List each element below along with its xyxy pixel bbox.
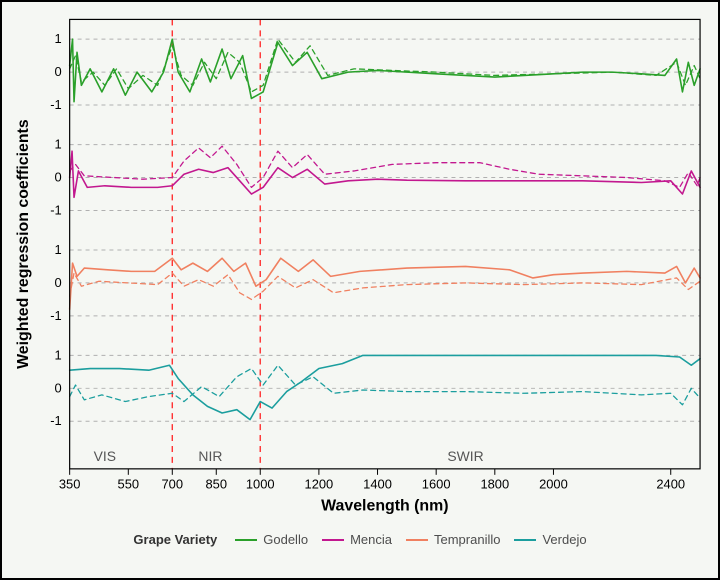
chart-svg: -1 0 1 -1 0 1 -1 0 1 -1 0 1 VIS NIR SWIR 350 550 700 850 10… (10, 8, 710, 528)
svg-text:1600: 1600 (422, 477, 451, 492)
legend-title: Grape Variety (133, 532, 217, 547)
svg-text:Weighted regression coefficien: Weighted regression coefficients (15, 119, 32, 369)
svg-text:1400: 1400 (363, 477, 392, 492)
svg-text:1: 1 (55, 31, 62, 46)
chart-frame: -1 0 1 -1 0 1 -1 0 1 -1 0 1 VIS NIR SWIR 350 550 700 850 10… (0, 0, 720, 580)
legend-swatch (235, 539, 257, 541)
svg-text:-1: -1 (50, 413, 61, 428)
svg-text:1800: 1800 (480, 477, 509, 492)
legend: Grape Variety Godello Mencia Tempranillo Ve… (10, 532, 710, 547)
svg-text:1: 1 (55, 137, 62, 152)
svg-text:0: 0 (55, 64, 62, 79)
svg-text:VIS: VIS (94, 448, 116, 464)
svg-text:-1: -1 (50, 308, 61, 323)
svg-text:Wavelength (nm): Wavelength (nm) (321, 498, 448, 515)
svg-text:0: 0 (55, 275, 62, 290)
svg-text:0: 0 (55, 380, 62, 395)
svg-text:350: 350 (59, 477, 81, 492)
legend-item: Mencia (322, 532, 392, 547)
plot-area: -1 0 1 -1 0 1 -1 0 1 -1 0 1 VIS NIR SWIR 350 550 700 850 10… (10, 8, 710, 528)
svg-text:1000: 1000 (246, 477, 275, 492)
legend-label: Godello (263, 532, 308, 547)
legend-label: Tempranillo (434, 532, 500, 547)
svg-text:2000: 2000 (539, 477, 568, 492)
svg-text:-1: -1 (50, 97, 61, 112)
legend-swatch (406, 539, 428, 541)
svg-text:2400: 2400 (656, 477, 685, 492)
svg-text:1: 1 (55, 242, 62, 257)
svg-text:-1: -1 (50, 202, 61, 217)
legend-label: Mencia (350, 532, 392, 547)
svg-text:NIR: NIR (198, 448, 222, 464)
svg-text:850: 850 (205, 477, 227, 492)
legend-item: Tempranillo (406, 532, 500, 547)
svg-text:700: 700 (162, 477, 184, 492)
svg-text:SWIR: SWIR (447, 448, 483, 464)
legend-swatch (514, 539, 536, 541)
legend-swatch (322, 539, 344, 541)
legend-label: Verdejo (542, 532, 586, 547)
legend-item: Godello (235, 532, 308, 547)
svg-text:1: 1 (55, 347, 62, 362)
svg-text:1200: 1200 (305, 477, 334, 492)
svg-text:550: 550 (118, 477, 140, 492)
legend-item: Verdejo (514, 532, 586, 547)
svg-text:0: 0 (55, 169, 62, 184)
